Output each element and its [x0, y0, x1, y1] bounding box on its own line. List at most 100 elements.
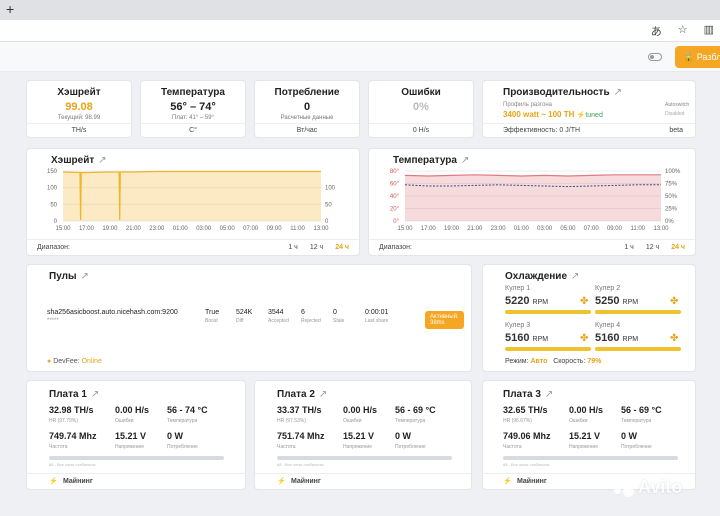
- stat-card-hashrate: Хэшрейт 99.08 Текущий: 98.99 TH/s: [26, 80, 132, 138]
- fan-icon: ✤: [580, 296, 589, 307]
- autoswitch-label: Autoswitch: [665, 102, 690, 108]
- external-link-icon[interactable]: ↗: [98, 155, 107, 166]
- stat-title: Температура: [161, 87, 225, 98]
- pool-label: Last share: [365, 318, 389, 324]
- external-link-icon[interactable]: ↗: [460, 155, 470, 166]
- star-icon[interactable]: ☆: [677, 24, 688, 36]
- stat-card-power: Потребление 0 Расчетные данные Вт/час: [254, 80, 360, 138]
- temperature-chart: 0° 20° 40° 60° 80° 0% 25% 50% 75% 100% 15:00 17:00 1…: [390, 169, 681, 232]
- board-hr-label: HR (97.53%): [277, 418, 306, 424]
- board-card-1: Плата 1 ↗ 32.98 TH/s HR (97.79%) 0.00 H/s…: [26, 380, 246, 490]
- pool-value: True: [205, 309, 220, 316]
- board-title[interactable]: Плата 1 ↗: [49, 389, 100, 400]
- stat-unit: C°: [141, 123, 245, 137]
- pool-value: 524K: [236, 309, 253, 316]
- board-card-2: Плата 2 ↗ 33.37 TH/s HR (97.53%) 0.00 H/s…: [254, 380, 472, 490]
- chips-note: 88 - Все чипы стабильны: [503, 462, 550, 467]
- cooling-card: Охлаждение ↗ Кулер 1 5220 RPM ✤ Кулер 2 5…: [482, 264, 696, 372]
- x-tick-label: 05:00: [220, 226, 236, 232]
- external-link-icon[interactable]: ↗: [90, 389, 100, 400]
- external-link-icon[interactable]: ↗: [571, 271, 580, 282]
- range-24h[interactable]: 24 ч: [671, 244, 685, 251]
- performance-card: Производительность ↗ Профиль разгона 3400…: [482, 80, 696, 138]
- board-voltage-label: Напряжение: [115, 444, 144, 450]
- pool-label: Rejected: [301, 318, 321, 324]
- pool-value: 0: [333, 309, 337, 316]
- stat-value: 0: [303, 101, 311, 113]
- theme-toggle[interactable]: [648, 53, 662, 61]
- pool-value: 0:00:01: [365, 309, 389, 316]
- x-tick-label: 13:00: [653, 226, 669, 232]
- x-tick-label: 21:00: [126, 226, 142, 232]
- series-area: [405, 174, 661, 221]
- temperature-chart-title[interactable]: Температура ↗: [393, 155, 470, 166]
- cooling-title[interactable]: Охлаждение ↗: [505, 271, 580, 282]
- board-freq-label: Частота: [277, 444, 296, 450]
- fan-3: Кулер 3 5160 RPM ✤: [505, 322, 591, 351]
- external-link-icon[interactable]: ↗: [318, 389, 328, 400]
- y-tick-right-label: 25%: [665, 207, 678, 213]
- fan-2: Кулер 2 5250 RPM ✤: [595, 285, 681, 314]
- profile-value[interactable]: 3400 watt ~ 100 TH ⚡tuned: [503, 110, 603, 119]
- range-12h[interactable]: 12 ч: [645, 244, 660, 251]
- board-freq: 749.74 Mhz: [49, 431, 97, 441]
- board-power-label: Потребление: [395, 444, 426, 450]
- stat-title: Ошибки: [401, 87, 441, 98]
- cooling-mode: Режим: Авто Скорость: 79%: [505, 358, 602, 365]
- board-status: Майнинг: [291, 478, 321, 485]
- x-tick-label: 19:00: [102, 226, 118, 232]
- board-power: 0 W: [621, 431, 638, 441]
- y-tick-label: 100: [47, 186, 58, 192]
- range-24h[interactable]: 24 ч: [335, 244, 349, 251]
- external-link-icon[interactable]: ↗: [613, 87, 622, 98]
- chips-note: 88 - Все чипы стабильны: [49, 462, 96, 467]
- external-link-icon[interactable]: ↗: [544, 389, 554, 400]
- pools-card: Пулы ↗ sha256asicboost.auto.nicehash.com:…: [26, 264, 472, 372]
- pool-label: Diff: [236, 318, 244, 324]
- x-tick-label: 03:00: [196, 226, 212, 232]
- y-tick-label: 20°: [390, 207, 400, 213]
- board-errors-label: Ошибки: [569, 418, 588, 424]
- fan-icon: ✤: [670, 333, 679, 344]
- y-tick-right-label: 0%: [665, 219, 674, 225]
- x-tick-label: 15:00: [397, 226, 413, 232]
- chips-bar: [503, 456, 678, 460]
- series-area: [63, 171, 321, 221]
- stat-unit: TH/s: [27, 123, 131, 137]
- board-freq-label: Частота: [49, 444, 68, 450]
- y-tick-right-label: 75%: [665, 182, 678, 188]
- board-title[interactable]: Плата 2 ↗: [277, 389, 328, 400]
- stat-value: 0%: [413, 101, 429, 113]
- stat-value: 99.08: [65, 101, 93, 113]
- reader-icon[interactable]: ▥: [703, 24, 714, 36]
- stat-title: Хэшрейт: [57, 87, 101, 98]
- board-freq: 749.06 Mhz: [503, 431, 551, 441]
- external-link-icon[interactable]: ↗: [80, 271, 89, 282]
- stat-sub: Плат: 41° – 59°: [172, 115, 214, 121]
- hashrate-chart-card: Хэшрейт ↗ 0 50 100 150 0 50 100 15:00 17:00 19:00 2…: [26, 148, 360, 256]
- range-12h[interactable]: 12 ч: [309, 244, 324, 251]
- x-tick-label: 11:00: [290, 226, 305, 232]
- app-header: 🔒 Разбл: [0, 42, 720, 72]
- performance-title[interactable]: Производительность ↗: [503, 87, 622, 98]
- pools-title[interactable]: Пулы ↗: [49, 271, 89, 282]
- profile-label: Профиль разгона: [503, 102, 552, 108]
- stat-unit: 0 H/s: [369, 123, 473, 137]
- hashrate-chart-title[interactable]: Хэшрейт ↗: [51, 155, 107, 166]
- stat-sub: Текущий: 98.99: [57, 115, 101, 121]
- autoswitch-state[interactable]: Disabled: [665, 111, 685, 117]
- chips-note: 88 - Все чипы стабильны: [277, 462, 324, 467]
- board-title[interactable]: Плата 3 ↗: [503, 389, 554, 400]
- board-temp-label: Температура: [167, 418, 198, 424]
- x-tick-label: 03:00: [537, 226, 553, 232]
- new-tab-button[interactable]: +: [6, 1, 15, 17]
- x-tick-label: 07:00: [243, 226, 259, 232]
- address-bar[interactable]: あ ☆ ▥: [0, 20, 720, 42]
- range-1h[interactable]: 1 ч: [624, 244, 634, 251]
- range-1h[interactable]: 1 ч: [288, 244, 298, 251]
- avito-watermark: Avito: [612, 476, 682, 498]
- board-hr-label: HR (97.79%): [49, 418, 78, 424]
- y-tick-right-label: 0: [325, 219, 329, 225]
- unlock-button[interactable]: 🔒 Разбл: [675, 46, 720, 68]
- translate-icon[interactable]: あ: [650, 26, 662, 38]
